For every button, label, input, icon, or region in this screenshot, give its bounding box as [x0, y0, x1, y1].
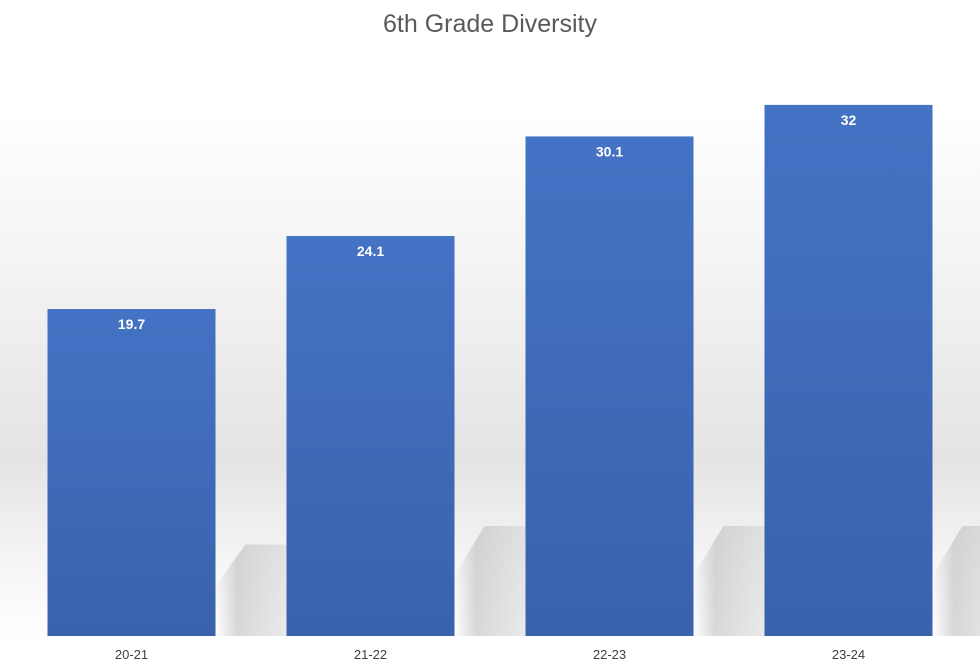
data-label: 32 [841, 112, 857, 128]
x-tick-label: 23-24 [832, 647, 865, 662]
bar-shadow [454, 526, 527, 636]
bar-21-22 [286, 236, 455, 636]
bars [47, 104, 933, 637]
bar-shadow [932, 526, 980, 636]
x-tick-label: 21-22 [354, 647, 387, 662]
data-label: 24.1 [357, 243, 384, 259]
bar-shadows [215, 526, 980, 636]
bar-23-24 [764, 104, 933, 637]
data-label: 30.1 [596, 143, 623, 159]
x-axis-ticks: 20-21 21-22 22-23 23-24 [115, 647, 865, 662]
x-tick-label: 22-23 [593, 647, 626, 662]
x-tick-label: 20-21 [115, 647, 148, 662]
bar-shadow [215, 544, 288, 636]
bar-20-21 [47, 309, 216, 636]
data-label: 19.7 [118, 316, 145, 332]
data-labels: 19.7 24.1 30.1 32 [118, 112, 857, 332]
bar-22-23 [525, 136, 694, 636]
chart-title: 6th Grade Diversity [383, 10, 597, 38]
bar-shadow [693, 526, 766, 636]
